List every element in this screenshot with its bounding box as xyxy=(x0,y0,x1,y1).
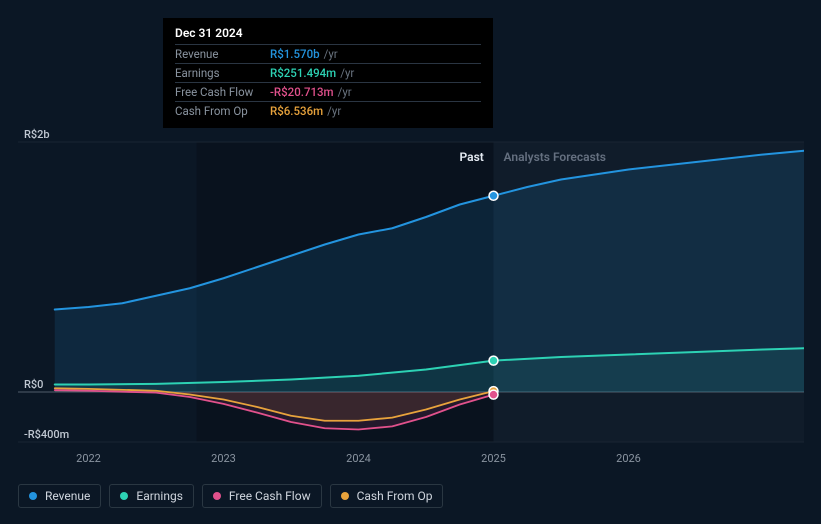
tooltip-unit: /yr xyxy=(327,104,341,118)
forecast-label: Analysts Forecasts xyxy=(504,150,606,164)
legend-label: Earnings xyxy=(136,489,183,503)
tooltip-label: Free Cash Flow xyxy=(175,85,270,99)
legend-label: Cash From Op xyxy=(357,489,433,503)
y-axis-label: R$0 xyxy=(24,378,43,391)
tooltip-value: R$6.536m xyxy=(270,104,323,118)
legend-label: Free Cash Flow xyxy=(229,489,311,503)
tooltip-unit: /yr xyxy=(340,66,354,80)
legend-dot-icon xyxy=(341,492,349,500)
tooltip-value: -R$20.713m xyxy=(270,85,334,99)
tooltip-row-cfo: Cash From OpR$6.536m/yr xyxy=(175,101,481,120)
legend-item-cfo[interactable]: Cash From Op xyxy=(330,484,444,508)
tooltip-label: Cash From Op xyxy=(175,104,270,118)
tooltip-unit: /yr xyxy=(324,47,338,61)
legend-label: Revenue xyxy=(45,489,90,503)
tooltip-unit: /yr xyxy=(338,85,352,99)
legend-dot-icon xyxy=(120,492,128,500)
tooltip-date: Dec 31 2024 xyxy=(175,26,481,44)
y-axis-label: R$2b xyxy=(24,128,50,141)
legend-dot-icon xyxy=(213,492,221,500)
x-axis-label: 2024 xyxy=(346,452,371,465)
x-axis-label: 2026 xyxy=(616,452,641,465)
tooltip-label: Earnings xyxy=(175,66,270,80)
legend-item-earnings[interactable]: Earnings xyxy=(109,484,194,508)
tooltip-row-fcf: Free Cash Flow-R$20.713m/yr xyxy=(175,82,481,101)
tooltip-row-revenue: RevenueR$1.570b/yr xyxy=(175,44,481,63)
tooltip-value: R$1.570b xyxy=(270,47,320,61)
x-axis-label: 2025 xyxy=(481,452,506,465)
financials-chart[interactable]: R$2bR$0-R$400m20222023202420252026PastAn… xyxy=(18,126,804,446)
past-label: Past xyxy=(460,150,484,164)
tooltip-label: Revenue xyxy=(175,47,270,61)
y-axis-label: -R$400m xyxy=(24,428,69,441)
legend-item-revenue[interactable]: Revenue xyxy=(18,484,101,508)
legend-dot-icon xyxy=(29,492,37,500)
x-axis-label: 2023 xyxy=(211,452,236,465)
tooltip-row-earnings: EarningsR$251.494m/yr xyxy=(175,63,481,82)
x-axis-label: 2022 xyxy=(76,452,101,465)
chart-svg xyxy=(18,126,804,446)
chart-legend: Revenue Earnings Free Cash Flow Cash From O… xyxy=(18,484,443,508)
legend-item-fcf[interactable]: Free Cash Flow xyxy=(202,484,322,508)
chart-tooltip: Dec 31 2024 RevenueR$1.570b/yrEarningsR$… xyxy=(163,18,493,128)
tooltip-value: R$251.494m xyxy=(270,66,336,80)
